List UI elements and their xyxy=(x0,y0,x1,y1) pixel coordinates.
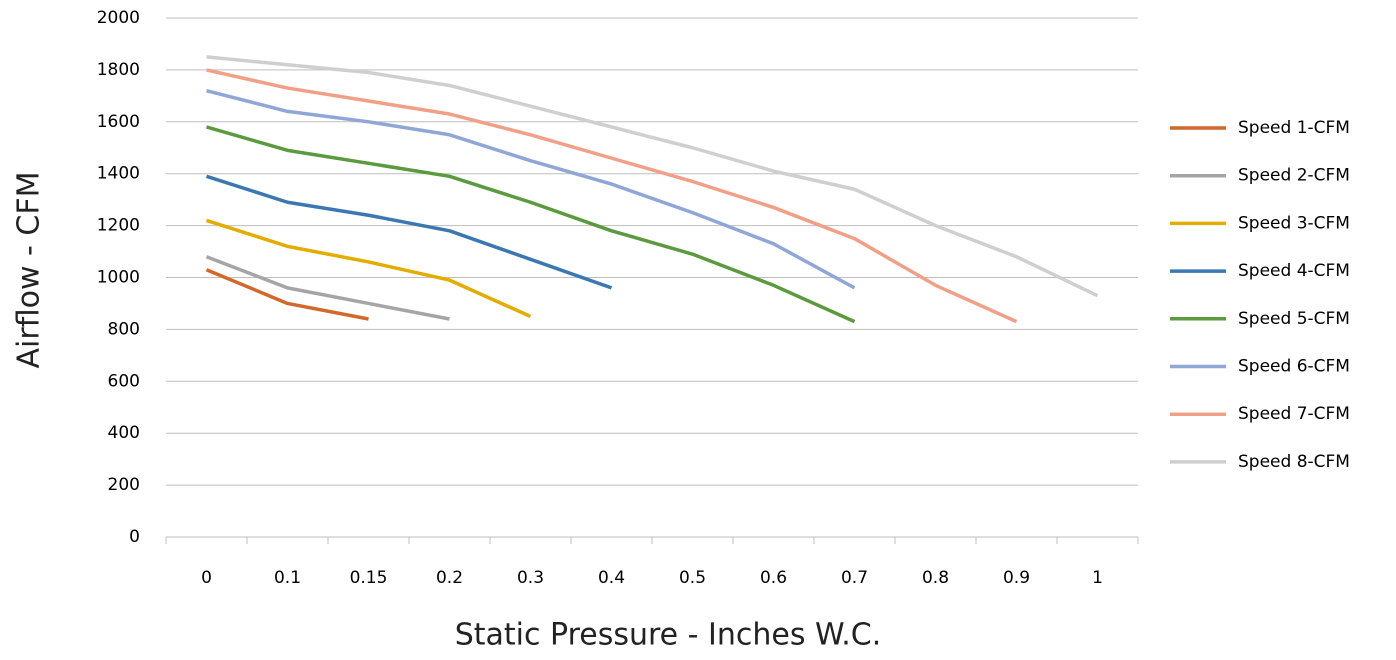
series-line xyxy=(205,174,613,290)
x-tick-label: 0.4 xyxy=(598,568,625,588)
legend-label: Speed 4-CFM xyxy=(1238,261,1350,281)
x-tick-label: 0.5 xyxy=(679,568,706,588)
x-tick-label: 0.15 xyxy=(350,568,388,588)
y-tick-label: 400 xyxy=(108,423,140,443)
x-tick-label: 0.8 xyxy=(922,568,949,588)
legend-label: Speed 8-CFM xyxy=(1238,452,1350,472)
x-tick-label: 0.1 xyxy=(274,568,301,588)
y-tick-label: 0 xyxy=(129,527,140,547)
y-tick-label: 1400 xyxy=(97,164,140,184)
x-tick-label: 0.2 xyxy=(436,568,463,588)
x-tick-label: 0.6 xyxy=(760,568,787,588)
x-tick-label: 0.3 xyxy=(517,568,544,588)
x-tick-label: 0.7 xyxy=(841,568,868,588)
y-tick-label: 1200 xyxy=(97,216,140,236)
series-line xyxy=(205,218,532,319)
legend-label: Speed 2-CFM xyxy=(1238,166,1350,186)
y-tick-label: 1600 xyxy=(97,112,140,132)
x-axis-title: Static Pressure - Inches W.C. xyxy=(455,618,882,653)
series-line xyxy=(206,55,1099,298)
series-line xyxy=(206,125,856,324)
series-line xyxy=(205,268,369,321)
y-tick-label: 200 xyxy=(108,475,140,495)
legend-label: Speed 6-CFM xyxy=(1238,357,1350,377)
x-tick-label: 0 xyxy=(201,568,212,588)
legend-label: Speed 5-CFM xyxy=(1238,309,1350,329)
legend-label: Speed 7-CFM xyxy=(1238,404,1350,424)
y-tick-label: 2000 xyxy=(97,8,140,28)
y-tick-label: 1800 xyxy=(97,60,140,80)
legend-label: Speed 3-CFM xyxy=(1238,213,1350,233)
x-tick-label: 1 xyxy=(1092,568,1103,588)
x-tick-label: 0.9 xyxy=(1003,568,1030,588)
series-line xyxy=(206,68,1018,324)
legend-label: Speed 1-CFM xyxy=(1238,118,1350,138)
series-line xyxy=(206,88,856,290)
y-tick-label: 800 xyxy=(108,319,140,339)
y-tick-label: 600 xyxy=(108,371,140,391)
y-tick-label: 1000 xyxy=(97,268,140,288)
y-axis-title: Airflow - CFM xyxy=(12,172,47,369)
series-line xyxy=(205,255,450,321)
